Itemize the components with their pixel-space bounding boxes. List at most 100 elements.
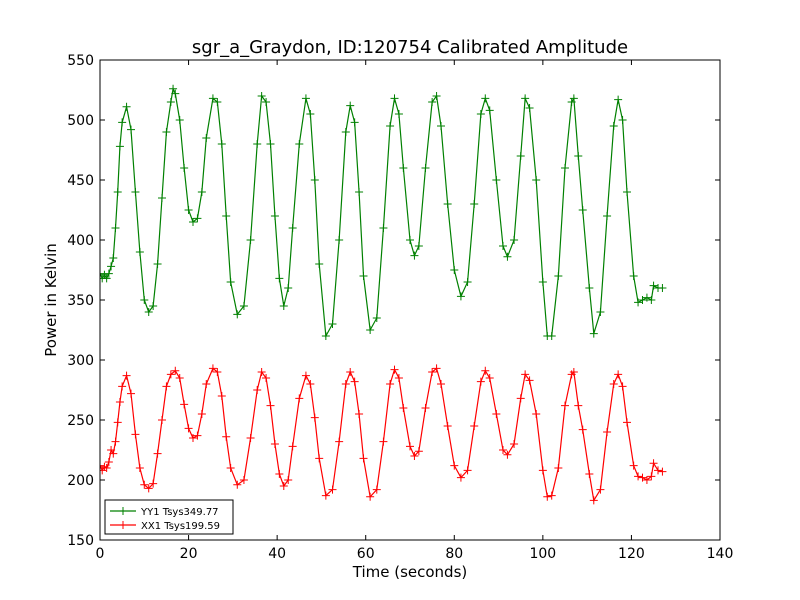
data-point — [288, 442, 297, 451]
data-point — [109, 254, 118, 262]
data-point — [102, 274, 111, 283]
x-tick-label: 100 — [529, 546, 556, 562]
y-tick-label: 250 — [67, 413, 94, 429]
data-point — [306, 110, 315, 118]
legend-box — [104, 499, 234, 535]
data-point — [525, 376, 534, 385]
data-point — [394, 374, 403, 382]
data-point — [321, 332, 330, 340]
y-tick-label: 550 — [67, 53, 94, 69]
data-point — [166, 370, 175, 379]
data-point — [456, 473, 465, 482]
data-point — [169, 84, 178, 93]
data-point — [257, 92, 266, 100]
y-tick-label: 400 — [67, 233, 94, 249]
ticks-layer: 0 20 40 60 80 100 120 140 150 200 250 300 350 400 450 5… — [67, 53, 733, 562]
data-point — [233, 480, 242, 489]
data-point — [113, 418, 122, 427]
data-point — [153, 260, 162, 268]
data-point — [366, 326, 375, 334]
data-point — [569, 94, 578, 103]
data-point — [359, 454, 368, 463]
data-point — [476, 377, 485, 386]
data-point — [414, 242, 423, 250]
data-point — [609, 122, 618, 130]
data-point — [275, 470, 284, 478]
data-point — [492, 176, 501, 184]
data-point — [603, 212, 612, 220]
data-point — [589, 496, 598, 505]
data-point — [335, 236, 344, 244]
data-point — [107, 262, 116, 271]
data-point — [208, 364, 217, 373]
data-point — [499, 242, 507, 250]
data-point — [561, 164, 569, 172]
data-point — [239, 302, 248, 310]
data-point — [315, 454, 324, 463]
data-point — [266, 401, 275, 410]
data-point — [649, 459, 658, 468]
data-point — [428, 98, 437, 106]
data-point — [450, 266, 459, 274]
data-point — [184, 424, 193, 433]
data-point — [328, 320, 337, 328]
series-line — [100, 86, 663, 338]
data-point — [538, 278, 547, 286]
data-point — [262, 98, 271, 106]
data-point — [115, 398, 124, 406]
data-point — [538, 466, 547, 475]
data-point — [372, 485, 381, 494]
data-point — [618, 116, 627, 124]
data-point — [226, 464, 235, 472]
data-point — [233, 310, 242, 319]
data-point — [437, 380, 445, 388]
data-point — [399, 404, 408, 412]
data-point — [315, 260, 324, 268]
data-point — [521, 370, 530, 379]
data-point — [450, 461, 459, 470]
data-point — [642, 476, 651, 484]
data-point — [456, 292, 465, 301]
data-point — [443, 200, 452, 208]
data-point — [328, 485, 337, 494]
data-point — [102, 464, 111, 472]
data-point — [578, 425, 587, 434]
data-point — [386, 122, 395, 130]
data-point — [321, 491, 330, 500]
data-point — [618, 382, 627, 391]
data-point — [647, 296, 656, 304]
data-point — [197, 410, 206, 418]
data-point — [104, 269, 113, 278]
x-tick-label: 120 — [618, 546, 645, 562]
data-point — [421, 404, 430, 412]
data-point — [275, 274, 284, 283]
data-point — [406, 236, 414, 244]
data-point — [180, 400, 189, 409]
data-point — [118, 118, 127, 127]
data-point — [266, 140, 275, 148]
data-point — [589, 329, 598, 338]
data-point — [175, 374, 184, 382]
data-point — [585, 284, 594, 292]
data-point — [414, 447, 423, 456]
data-point — [341, 380, 350, 388]
data-point — [100, 269, 104, 278]
data-point — [623, 418, 631, 427]
data-point — [149, 479, 158, 488]
data-point — [432, 364, 441, 373]
data-point — [521, 94, 530, 103]
data-point — [246, 434, 255, 442]
data-point — [543, 492, 552, 501]
data-point — [510, 236, 519, 244]
data-point — [197, 188, 206, 196]
data-point — [153, 449, 162, 458]
data-point — [481, 94, 490, 103]
data-point — [140, 296, 149, 304]
data-point — [193, 214, 202, 223]
data-point — [476, 110, 485, 118]
data-point — [140, 480, 149, 489]
data-point — [366, 492, 375, 501]
data-point — [346, 101, 355, 110]
data-point — [525, 104, 534, 112]
data-point — [213, 98, 222, 106]
